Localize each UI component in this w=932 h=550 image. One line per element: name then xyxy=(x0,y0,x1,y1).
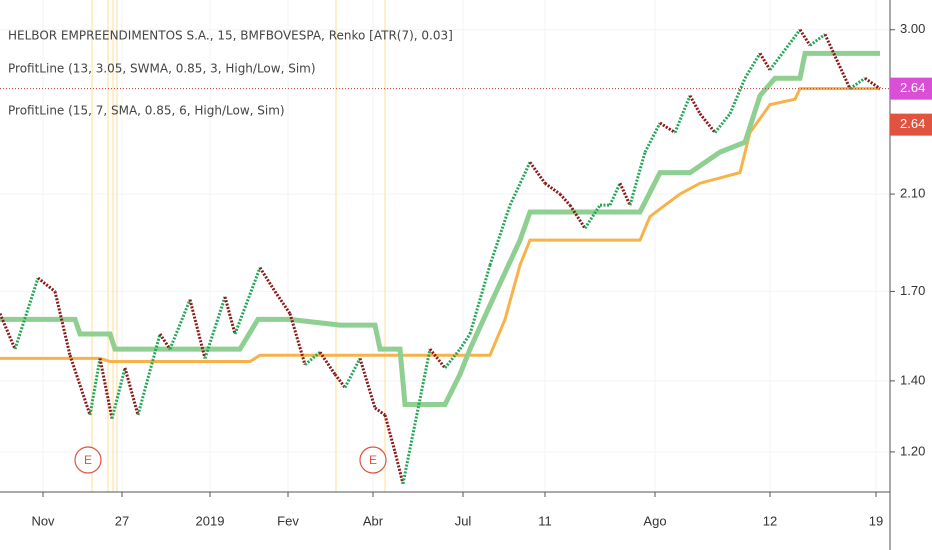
x-tick-label: Jul xyxy=(455,513,472,528)
renko-bricks xyxy=(864,77,881,90)
event-marker xyxy=(359,446,387,474)
renko-bricks xyxy=(743,52,762,80)
chart-title: HELBOR EMPREENDIMENTOS S.A., 15, BMFBOVE… xyxy=(8,29,453,43)
renko-bricks xyxy=(659,121,676,134)
renko-bricks xyxy=(768,28,802,71)
renko-bricks xyxy=(258,266,277,293)
renko-bricks xyxy=(37,276,56,293)
renko-bricks xyxy=(583,204,602,230)
renko-bricks xyxy=(68,354,92,416)
renko-bricks xyxy=(383,414,397,453)
renko-bricks xyxy=(618,182,632,206)
renko-bricks xyxy=(443,348,462,369)
renko-bricks xyxy=(393,451,405,485)
y-tick-label: 3.00 xyxy=(900,21,925,36)
renko-bricks xyxy=(698,112,717,134)
x-tick-label: Fev xyxy=(277,513,299,528)
y-tick-label: 1.70 xyxy=(900,283,925,298)
renko-bricks xyxy=(528,161,547,185)
y-tick-label: 2.10 xyxy=(900,186,925,201)
renko-bricks xyxy=(223,296,237,335)
y-tick-label: 1.20 xyxy=(900,443,925,458)
renko-bricks xyxy=(188,299,207,359)
renko-bricks xyxy=(401,348,432,484)
event-marker xyxy=(74,446,102,474)
renko-bricks xyxy=(643,122,662,153)
renko-bricks xyxy=(343,357,362,389)
renko-bricks xyxy=(203,296,227,359)
legend-entry: ProfitLine (15, 7, SMA, 0.85, 6, High/Lo… xyxy=(8,104,285,118)
renko-bricks xyxy=(233,267,262,335)
renko-bricks xyxy=(123,367,140,416)
renko-bricks xyxy=(628,151,647,206)
x-tick-label: 2019 xyxy=(196,513,225,528)
renko-bricks xyxy=(168,299,192,350)
price-tag xyxy=(890,113,932,136)
renko-bricks xyxy=(823,33,852,90)
renko-bricks xyxy=(728,77,747,115)
renko-bricks xyxy=(158,333,172,350)
renko-bricks xyxy=(13,277,40,350)
plot-area xyxy=(0,0,890,492)
renko-bricks xyxy=(0,313,17,350)
renko-bricks xyxy=(88,358,102,416)
renko-bricks xyxy=(809,33,826,47)
renko-bricks xyxy=(568,204,587,230)
renko-bricks xyxy=(508,161,532,206)
renko-bricks xyxy=(458,333,472,350)
renko-bricks xyxy=(798,28,812,47)
y-tick-label: 1.40 xyxy=(900,372,925,387)
renko-bricks xyxy=(608,182,622,206)
renko-bricks xyxy=(849,77,866,90)
x-tick-label: 19 xyxy=(869,513,883,528)
renko-bricks xyxy=(318,351,337,376)
legend-entry: ProfitLine (13, 3.05, SWMA, 0.85, 3, Hig… xyxy=(8,62,316,76)
x-tick-label: Ago xyxy=(643,513,666,528)
x-tick-label: 27 xyxy=(115,513,129,528)
renko-bricks xyxy=(273,290,292,315)
x-tick-label: 12 xyxy=(763,513,777,528)
renko-bricks xyxy=(288,313,307,366)
renko-bricks xyxy=(544,182,561,196)
renko-bricks xyxy=(713,112,732,134)
price-tag-label: 2.64 xyxy=(900,80,925,95)
renko-bricks xyxy=(333,373,347,389)
renko-bricks xyxy=(488,204,512,266)
renko-bricks xyxy=(468,264,492,335)
renko-bricks xyxy=(673,95,692,134)
renko-bricks xyxy=(428,348,447,369)
event-label: E xyxy=(84,453,92,467)
profit-line xyxy=(0,87,880,364)
price-tag-label: 2.64 xyxy=(900,116,925,131)
renko-bricks xyxy=(558,193,572,207)
x-tick-label: Nov xyxy=(31,513,55,528)
x-tick-label: 11 xyxy=(538,513,552,528)
profit-line xyxy=(0,50,880,408)
x-tick-label: Abr xyxy=(363,513,384,528)
renko-bricks xyxy=(110,367,127,419)
renko-bricks xyxy=(358,357,377,409)
price-tag xyxy=(890,77,932,100)
renko-bricks xyxy=(53,291,72,356)
event-label: E xyxy=(369,453,377,467)
